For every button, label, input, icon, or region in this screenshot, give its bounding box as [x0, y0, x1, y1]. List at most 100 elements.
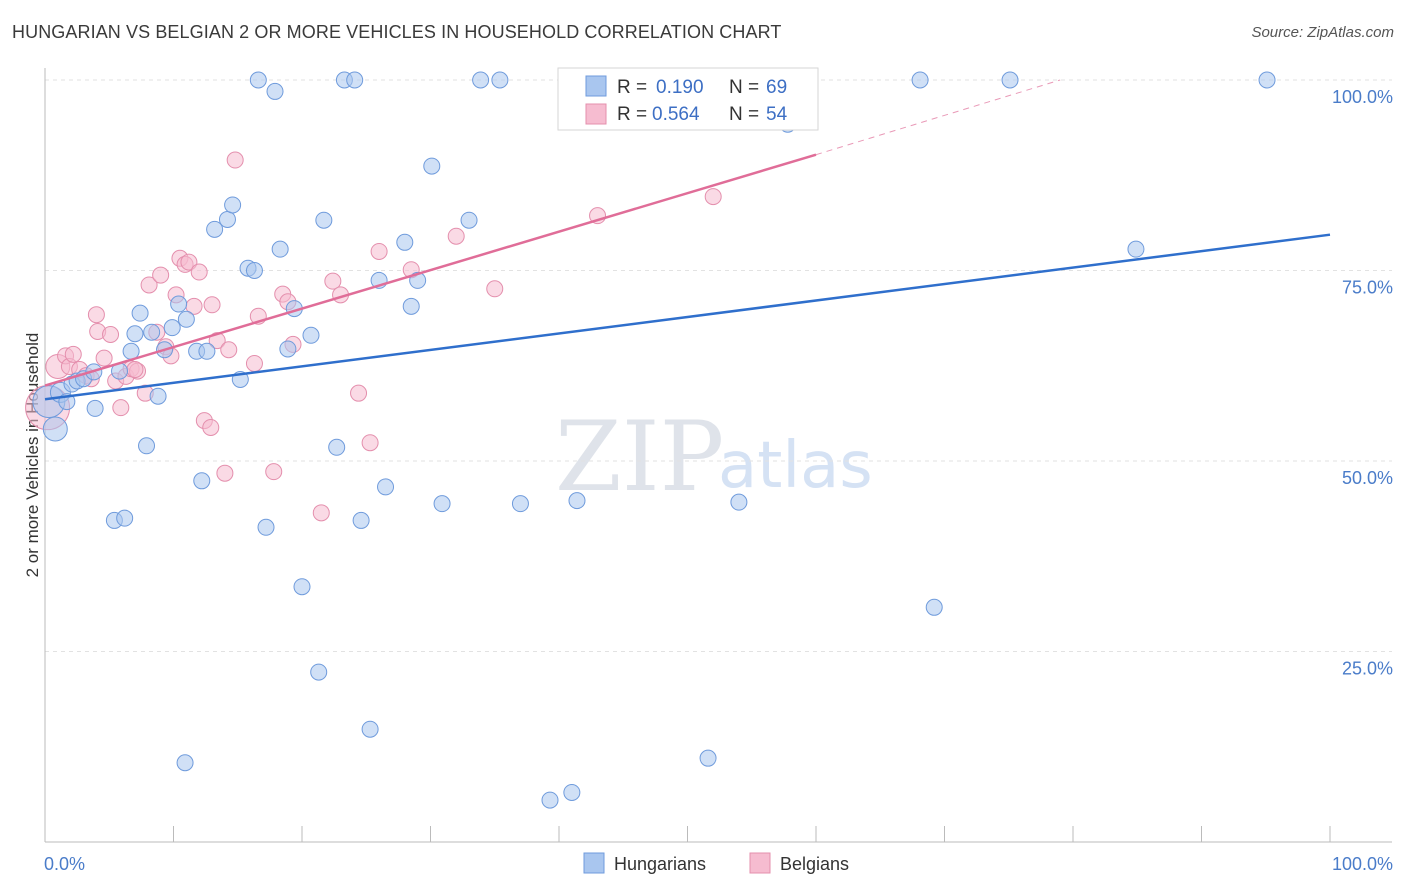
- belgians-point: [370, 242, 388, 260]
- hungarians-point: [310, 663, 328, 681]
- legend-r-value-hungarians: 0.190: [656, 77, 704, 98]
- hungarians-point: [279, 340, 297, 358]
- belgians-point: [350, 384, 368, 402]
- watermark-atlas: atlas: [718, 429, 873, 503]
- chart-title: HUNGARIAN VS BELGIAN 2 OR MORE VEHICLES …: [12, 22, 782, 42]
- hungarians-point: [1001, 71, 1019, 89]
- belgians-point: [265, 463, 283, 481]
- bottom-legend-label-hungarians: Hungarians: [614, 854, 706, 874]
- y-tick-label: 100.0%: [1332, 87, 1393, 107]
- belgians-point: [102, 326, 120, 344]
- hungarians-point: [396, 233, 414, 251]
- belgians-trend-line: [44, 153, 817, 387]
- hungarians-point: [177, 310, 195, 328]
- legend-n-label-belgians: N =: [729, 104, 759, 125]
- hungarians-point: [563, 783, 581, 801]
- belgians-point: [152, 266, 170, 284]
- y-tick-labels: 25.0% 50.0% 75.0% 100.0%: [1332, 87, 1393, 679]
- belgians-point: [220, 341, 238, 359]
- hungarians-point: [266, 82, 284, 100]
- bottom-legend: Hungarians Belgians: [583, 852, 849, 874]
- hungarians-point: [925, 598, 943, 616]
- belgians-point: [486, 280, 504, 298]
- belgians-point: [202, 418, 220, 436]
- chart-source: Source: ZipAtlas.com: [1251, 24, 1394, 41]
- hungarians-point: [511, 495, 529, 513]
- watermark-zip: ZIP: [555, 401, 724, 513]
- belgians-trend-line-extension: [815, 79, 1061, 156]
- belgians-point: [312, 504, 330, 522]
- hungarians-point: [568, 492, 586, 510]
- legend-n-value-belgians: 54: [766, 104, 788, 125]
- hungarians-point: [193, 472, 211, 490]
- hungarians-point: [460, 211, 478, 229]
- belgians-point: [226, 151, 244, 169]
- x-tick-label-max: 100.0%: [1332, 854, 1393, 874]
- hungarians-point: [198, 342, 216, 360]
- legend-n-label-hungarians: N =: [729, 77, 759, 98]
- hungarians-point: [131, 304, 149, 322]
- hungarians-point: [86, 399, 104, 417]
- belgians-point: [324, 272, 342, 290]
- belgians-point: [180, 253, 198, 271]
- belgians-point: [190, 263, 208, 281]
- hungarians-point: [352, 511, 370, 529]
- hungarians-point: [163, 319, 181, 337]
- belgians-point: [361, 434, 379, 452]
- hungarians-point: [257, 518, 275, 536]
- hungarians-point: [346, 71, 364, 89]
- hungarians-point: [472, 71, 490, 89]
- legend-swatch-belgians: [585, 103, 607, 125]
- hungarians-point: [143, 323, 161, 341]
- y-tick-label: 50.0%: [1342, 468, 1393, 488]
- belgians-point: [87, 306, 105, 324]
- hungarians-point: [491, 71, 509, 89]
- belgians-point: [112, 399, 130, 417]
- hungarians-point: [218, 210, 236, 228]
- hungarians-point: [138, 437, 156, 455]
- hungarians-point: [176, 754, 194, 772]
- belgians-point: [64, 345, 82, 363]
- bottom-legend-swatch-belgians: [749, 852, 771, 874]
- hungarians-point: [423, 157, 441, 175]
- bottom-legend-label-belgians: Belgians: [780, 854, 849, 874]
- belgians-point: [126, 361, 144, 379]
- hungarians-point: [315, 211, 333, 229]
- hungarians-point: [126, 325, 144, 343]
- hungarians-point: [377, 478, 395, 496]
- belgians-point: [447, 227, 465, 245]
- legend-r-label-belgians: R =: [617, 104, 647, 125]
- y-axis-title: 2 or more Vehicles in Household: [23, 333, 42, 578]
- hungarians-point: [245, 262, 263, 279]
- hungarians-point: [116, 509, 134, 527]
- x-ticks: [44, 826, 1331, 842]
- belgians-point: [208, 332, 226, 350]
- hungarians-point: [42, 416, 68, 442]
- hungarians-point: [328, 438, 346, 456]
- hungarians-point: [402, 297, 420, 315]
- hungarians-point: [361, 720, 379, 738]
- hungarians-point: [293, 578, 311, 596]
- hungarians-points: [32, 71, 1276, 809]
- hungarians-point: [170, 295, 188, 313]
- hungarians-point: [730, 493, 748, 511]
- belgians-point: [140, 276, 158, 294]
- hungarians-point: [541, 791, 559, 809]
- y-tick-label: 25.0%: [1342, 659, 1393, 679]
- belgians-point: [245, 354, 263, 372]
- hungarians-point: [271, 240, 289, 258]
- x-tick-label-min: 0.0%: [44, 854, 85, 874]
- hungarians-point: [699, 749, 717, 767]
- legend-n-value-hungarians: 69: [766, 77, 787, 98]
- hungarians-point: [1127, 240, 1145, 258]
- legend-r-value-belgians: 0.564: [652, 104, 700, 125]
- hungarians-point: [224, 196, 242, 214]
- hungarians-point: [433, 495, 451, 513]
- belgians-point: [95, 349, 113, 367]
- belgians-point: [203, 296, 221, 314]
- hungarians-point: [206, 220, 224, 238]
- y-tick-label: 75.0%: [1342, 278, 1393, 298]
- top-legend: R = 0.190 N = 69 R = 0.564 N = 54: [557, 67, 819, 131]
- legend-r-label-hungarians: R =: [617, 77, 647, 98]
